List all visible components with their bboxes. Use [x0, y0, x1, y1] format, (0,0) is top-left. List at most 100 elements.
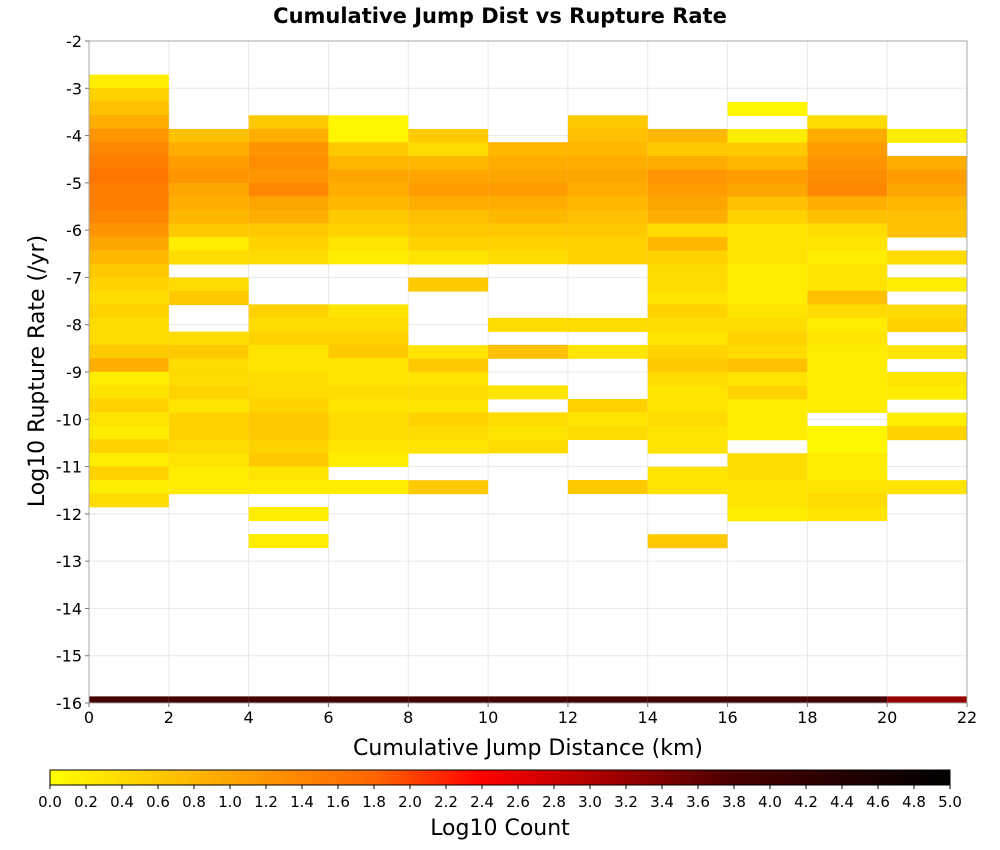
heatmap-cell	[567, 398, 648, 413]
colorbar-tick-label: 4.8	[902, 793, 926, 811]
heatmap-cell	[248, 466, 329, 481]
heatmap-cell	[727, 210, 808, 225]
heatmap-cell	[488, 250, 568, 265]
heatmap-cell	[168, 399, 249, 414]
heatmap-cell-bottom	[89, 696, 169, 703]
heatmap-cell	[408, 237, 489, 252]
x-axis-label: Cumulative Jump Distance (km)	[353, 736, 703, 761]
colorbar-tick-label: 2.0	[398, 793, 422, 811]
y-tick-label: -13	[56, 552, 82, 571]
heatmap-cell	[488, 169, 568, 184]
heatmap-cell	[807, 169, 888, 184]
heatmap-cell	[89, 155, 169, 170]
heatmap-cell	[89, 88, 169, 103]
heatmap-cell	[89, 466, 169, 481]
y-tick-label: -2	[66, 32, 82, 51]
heatmap-cell	[887, 128, 967, 143]
heatmap-cell-bottom	[408, 696, 489, 703]
heatmap-cell	[248, 250, 329, 265]
heatmap-cell-bottom	[328, 696, 409, 703]
heatmap-cell	[727, 223, 808, 238]
y-tick-label: -7	[66, 268, 82, 287]
heatmap-cell	[248, 452, 329, 467]
heatmap-cell	[727, 426, 808, 441]
heatmap-cell	[168, 331, 249, 346]
heatmap-cell	[168, 372, 249, 387]
heatmap-cell	[89, 331, 169, 346]
heatmap-cell	[727, 264, 808, 279]
heatmap-cell	[647, 345, 728, 360]
heatmap-cell	[567, 196, 648, 211]
heatmap-cell	[887, 277, 967, 292]
heatmap-cell	[727, 507, 808, 522]
heatmap-cell	[567, 169, 648, 184]
colorbar-tick-label: 2.6	[506, 793, 530, 811]
y-tick-label: -11	[56, 458, 82, 477]
heatmap-cell	[488, 439, 568, 454]
heatmap-cell	[328, 304, 409, 319]
y-tick-label: -4	[66, 127, 82, 146]
colorbar-tick-label: 3.8	[722, 793, 746, 811]
heatmap-cell	[408, 210, 489, 225]
heatmap-cell	[328, 371, 409, 386]
colorbar-tick-label: 3.4	[650, 793, 674, 811]
x-tick-label: 16	[717, 708, 737, 727]
heatmap-cell	[488, 196, 568, 211]
heatmap-cell	[488, 236, 568, 251]
heatmap-cell	[248, 479, 329, 495]
heatmap-cell	[887, 412, 967, 427]
heatmap-cell	[807, 317, 888, 332]
heatmap-cell	[887, 345, 967, 360]
x-tick-label: 2	[164, 708, 174, 727]
heatmap-cell	[807, 358, 888, 373]
heatmap-cell	[168, 358, 249, 373]
heatmap-cell	[168, 210, 249, 225]
heatmap-cell	[89, 196, 169, 211]
heatmap-cell	[647, 182, 728, 197]
heatmap-cell	[89, 344, 169, 359]
heatmap-cell	[807, 236, 888, 251]
heatmap-cell	[567, 236, 648, 251]
heatmap-cell	[248, 196, 329, 211]
heatmap-cell	[887, 250, 967, 265]
heatmap-cell	[168, 453, 249, 468]
heatmap-cell	[168, 345, 249, 360]
colorbar-ticks: 0.0 0.2 0.4 0.6 0.8 1.0 1.2 1.4 1.6 1.8 2.0 2.2 2.4 2…	[38, 785, 962, 811]
heatmap-cell	[807, 223, 888, 238]
heatmap-cell	[89, 412, 169, 427]
heatmap-cell	[168, 155, 249, 170]
heatmap-cell	[807, 196, 888, 211]
heatmap-cell	[567, 142, 648, 157]
x-tick-label: 0	[84, 708, 94, 727]
heatmap-cell	[647, 426, 728, 441]
heatmap-cell	[807, 304, 888, 319]
heatmap-cell	[248, 398, 329, 413]
heatmap-cell	[89, 479, 169, 494]
y-tick-label: -16	[56, 694, 82, 713]
heatmap-cell	[647, 128, 728, 143]
heatmap-cell	[328, 250, 409, 265]
heatmap-cell	[807, 290, 888, 305]
heatmap-cell	[647, 196, 728, 211]
heatmap-cell	[248, 142, 329, 157]
heatmap-cell	[647, 358, 728, 373]
heatmap-cell	[887, 182, 967, 197]
heatmap-cell	[408, 182, 489, 197]
heatmap-cell	[89, 493, 169, 508]
colorbar-tick-label: 5.0	[938, 793, 962, 811]
colorbar-tick-label: 4.6	[866, 793, 890, 811]
heatmap-cell	[727, 156, 808, 171]
heatmap-cell	[408, 223, 489, 238]
x-tick-label: 4	[244, 708, 254, 727]
heatmap-cell	[488, 209, 568, 224]
heatmap-cell	[328, 142, 409, 157]
y-tick-label: -12	[56, 505, 82, 524]
heatmap-cell	[647, 534, 728, 549]
heatmap-cell	[567, 344, 648, 359]
colorbar-tick-label: 1.0	[218, 793, 242, 811]
heatmap-cell	[567, 128, 648, 143]
heatmap-cell	[408, 196, 489, 211]
y-tick-label: -5	[66, 174, 82, 193]
heatmap-cell	[89, 250, 169, 265]
